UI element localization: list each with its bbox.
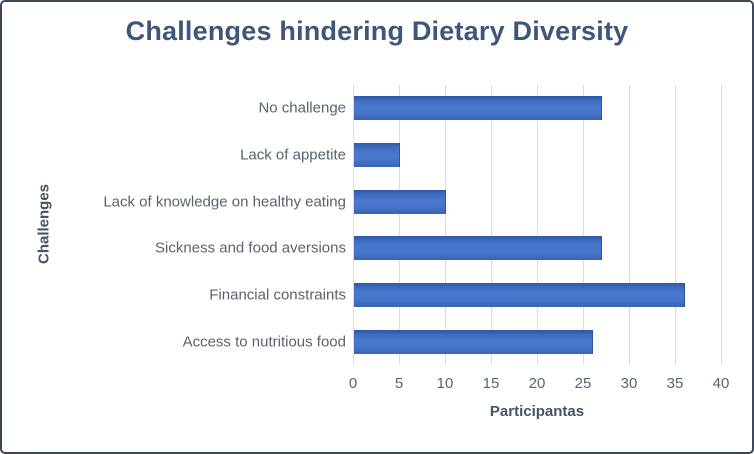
chart-title: Challenges hindering Dietary Diversity <box>125 16 629 46</box>
x-tick-label: 35 <box>666 375 684 392</box>
bar <box>354 189 446 214</box>
bar <box>354 143 400 167</box>
gridline <box>721 85 722 365</box>
gridline <box>353 85 354 365</box>
x-tick-label: 0 <box>348 375 358 392</box>
x-tick-label: 15 <box>482 375 500 392</box>
bar <box>354 236 603 261</box>
x-tick-label: 40 <box>712 375 730 392</box>
x-tick-label: 30 <box>620 375 638 392</box>
bar <box>354 329 594 354</box>
gridline <box>583 85 584 365</box>
x-tick-label: 20 <box>528 375 546 392</box>
gridline <box>629 85 630 365</box>
x-axis-title: Participantas <box>489 403 585 420</box>
category-label: Access to nutritious food <box>182 333 346 351</box>
gridline <box>445 85 446 365</box>
category-label: Financial constraints <box>209 286 346 304</box>
category-label: No challenge <box>258 99 346 117</box>
category-label: Sickness and food aversions <box>155 239 346 257</box>
category-label: Lack of appetite <box>240 146 346 164</box>
gridline <box>399 85 400 365</box>
x-tick-label: 10 <box>436 375 454 392</box>
x-tick-label: 25 <box>574 375 592 392</box>
gridline <box>491 85 492 365</box>
bar <box>354 96 603 121</box>
category-label: Lack of knowledge on healthy eating <box>103 193 346 211</box>
gridline <box>537 85 538 365</box>
plot-area <box>353 85 722 365</box>
x-tick-label: 5 <box>394 375 404 392</box>
bar <box>354 283 686 307</box>
gridline <box>675 85 676 365</box>
